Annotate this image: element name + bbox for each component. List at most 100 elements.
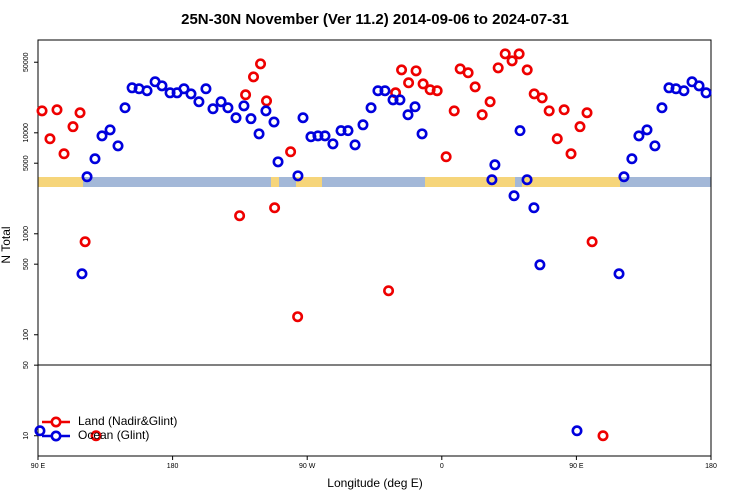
legend-label: Land (Nadir&Glint) [78, 414, 177, 428]
land-strip [271, 177, 279, 187]
x-axis-label: Longitude (deg E) [327, 476, 422, 490]
point [119, 102, 131, 114]
point [476, 109, 488, 121]
point [67, 121, 79, 133]
point [448, 105, 460, 117]
point [551, 133, 563, 145]
point [641, 124, 653, 136]
point [571, 425, 583, 437]
point [297, 112, 309, 124]
point [51, 104, 63, 116]
point [90, 430, 102, 442]
point [534, 259, 546, 271]
point [379, 85, 391, 97]
point [285, 146, 297, 158]
point [387, 94, 399, 106]
point [335, 125, 347, 137]
plot-frame [37, 39, 712, 457]
point [89, 153, 101, 165]
y-tick-label: 50 [23, 361, 30, 369]
point [268, 116, 280, 128]
point [536, 92, 548, 104]
chart-title: 25N-30N November (Ver 11.2) 2014-09-06 t… [181, 11, 569, 28]
point [248, 71, 260, 83]
point [261, 95, 273, 107]
point [678, 85, 690, 97]
point [440, 151, 452, 163]
y-tick-label: 10 [23, 432, 30, 440]
point [112, 140, 124, 152]
point [416, 128, 428, 140]
point [417, 78, 429, 90]
point [255, 58, 267, 70]
point [431, 85, 443, 97]
point [74, 107, 86, 119]
point [618, 171, 630, 183]
y-tick-label: 100 [23, 329, 30, 341]
land-strip [425, 177, 515, 187]
point [349, 139, 361, 151]
point [292, 170, 304, 182]
point [394, 94, 406, 106]
point [76, 268, 88, 280]
point [410, 65, 422, 77]
point [521, 64, 533, 76]
point [200, 83, 212, 95]
x-tick-label: 90 W [299, 463, 316, 470]
point [486, 174, 498, 186]
point [574, 121, 586, 133]
point [514, 125, 526, 137]
point [245, 113, 257, 125]
y-tick-label: 5000 [23, 155, 30, 171]
point [342, 125, 354, 137]
legend-label: Ocean (Glint) [78, 428, 149, 442]
point [230, 112, 242, 124]
point [528, 202, 540, 214]
y-tick-label: 50000 [23, 52, 30, 72]
point [656, 102, 668, 114]
point [327, 138, 339, 150]
point [613, 268, 625, 280]
point [207, 103, 219, 115]
ocean-strip [38, 177, 711, 187]
point [185, 88, 197, 100]
point [357, 119, 369, 131]
point [409, 101, 421, 113]
point [36, 105, 48, 117]
point [521, 174, 533, 186]
point [558, 104, 570, 116]
legend-marker [50, 416, 62, 428]
point [506, 55, 518, 67]
point [626, 153, 638, 165]
point [365, 102, 377, 114]
point [253, 128, 265, 140]
point [403, 77, 415, 89]
point [319, 130, 331, 142]
point [96, 130, 108, 142]
point [240, 89, 252, 101]
y-tick-label: 1000 [23, 226, 30, 242]
land-strip [522, 177, 620, 187]
point [269, 202, 281, 214]
point [649, 140, 661, 152]
land-strip [38, 177, 83, 187]
x-tick-label: 180 [705, 463, 717, 470]
point [492, 62, 504, 74]
point [193, 96, 205, 108]
series-points [36, 48, 609, 442]
point [633, 130, 645, 142]
point [396, 64, 408, 76]
point [234, 210, 246, 222]
x-tick-label: 180 [167, 463, 179, 470]
surface-strip [38, 177, 711, 187]
y-tick-label: 500 [23, 258, 30, 270]
point [508, 190, 520, 202]
point [462, 67, 474, 79]
point [58, 148, 70, 160]
point [513, 48, 525, 60]
y-tick-label: 10000 [23, 123, 30, 143]
point [312, 130, 324, 142]
point [581, 107, 593, 119]
